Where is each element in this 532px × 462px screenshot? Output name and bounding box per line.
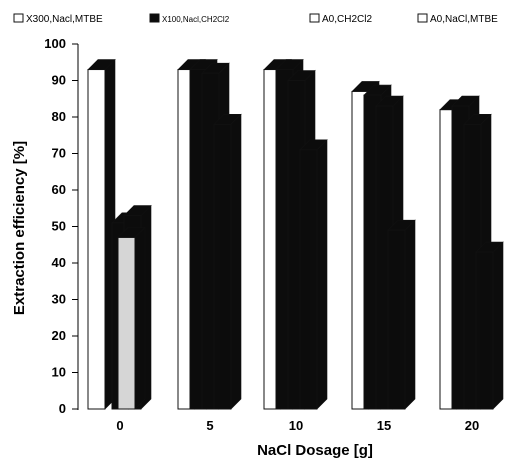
legend-swatch-series-1 [13, 13, 24, 23]
legend-swatch-series-2 [149, 13, 160, 23]
y-axis-ticks: 0 10 20 30 40 50 60 70 80 90 100 [44, 36, 78, 416]
y-tick-label: 20 [52, 328, 66, 343]
y-axis-title: Extraction efficiency [%] [11, 141, 28, 315]
y-tick-label: 90 [52, 73, 66, 88]
x-tick-label: 15 [377, 418, 391, 433]
bar-4 [475, 241, 504, 410]
bar-4 [213, 113, 242, 410]
y-tick-label: 30 [52, 292, 66, 307]
x-axis-title: NaCl Dosage [g] [257, 442, 373, 459]
y-tick-label: 100 [44, 36, 66, 51]
bar-1 [87, 58, 116, 410]
legend-swatch-series-4 [417, 13, 428, 23]
x-axis-ticks: 0 5 10 15 20 [116, 418, 479, 433]
bar-4 [387, 219, 416, 410]
y-tick-label: 10 [52, 365, 66, 380]
legend-label-series-4: A0,NaCl,MTBE [430, 14, 498, 25]
legend-label-series-2: X100,Nacl,CH2Cl2 [162, 15, 230, 24]
y-tick-label: 0 [59, 401, 66, 416]
bar-4 [299, 139, 328, 410]
y-tick-label: 60 [52, 182, 66, 197]
y-tick-label: 80 [52, 109, 66, 124]
legend: X300,Nacl,MTBE X100,Nacl,CH2Cl2 A0,CH2Cl… [13, 13, 498, 25]
bars [87, 58, 504, 410]
legend-swatch-series-3 [309, 13, 320, 23]
legend-label-series-3: A0,CH2Cl2 [322, 14, 372, 25]
x-tick-label: 20 [465, 418, 479, 433]
bar-gray [117, 226, 146, 410]
x-tick-label: 5 [206, 418, 213, 433]
y-tick-label: 50 [52, 219, 66, 234]
legend-label-series-1: X300,Nacl,MTBE [26, 14, 103, 25]
x-tick-label: 0 [116, 418, 123, 433]
x-tick-label: 10 [289, 418, 303, 433]
y-tick-label: 70 [52, 146, 66, 161]
y-tick-label: 40 [52, 255, 66, 270]
